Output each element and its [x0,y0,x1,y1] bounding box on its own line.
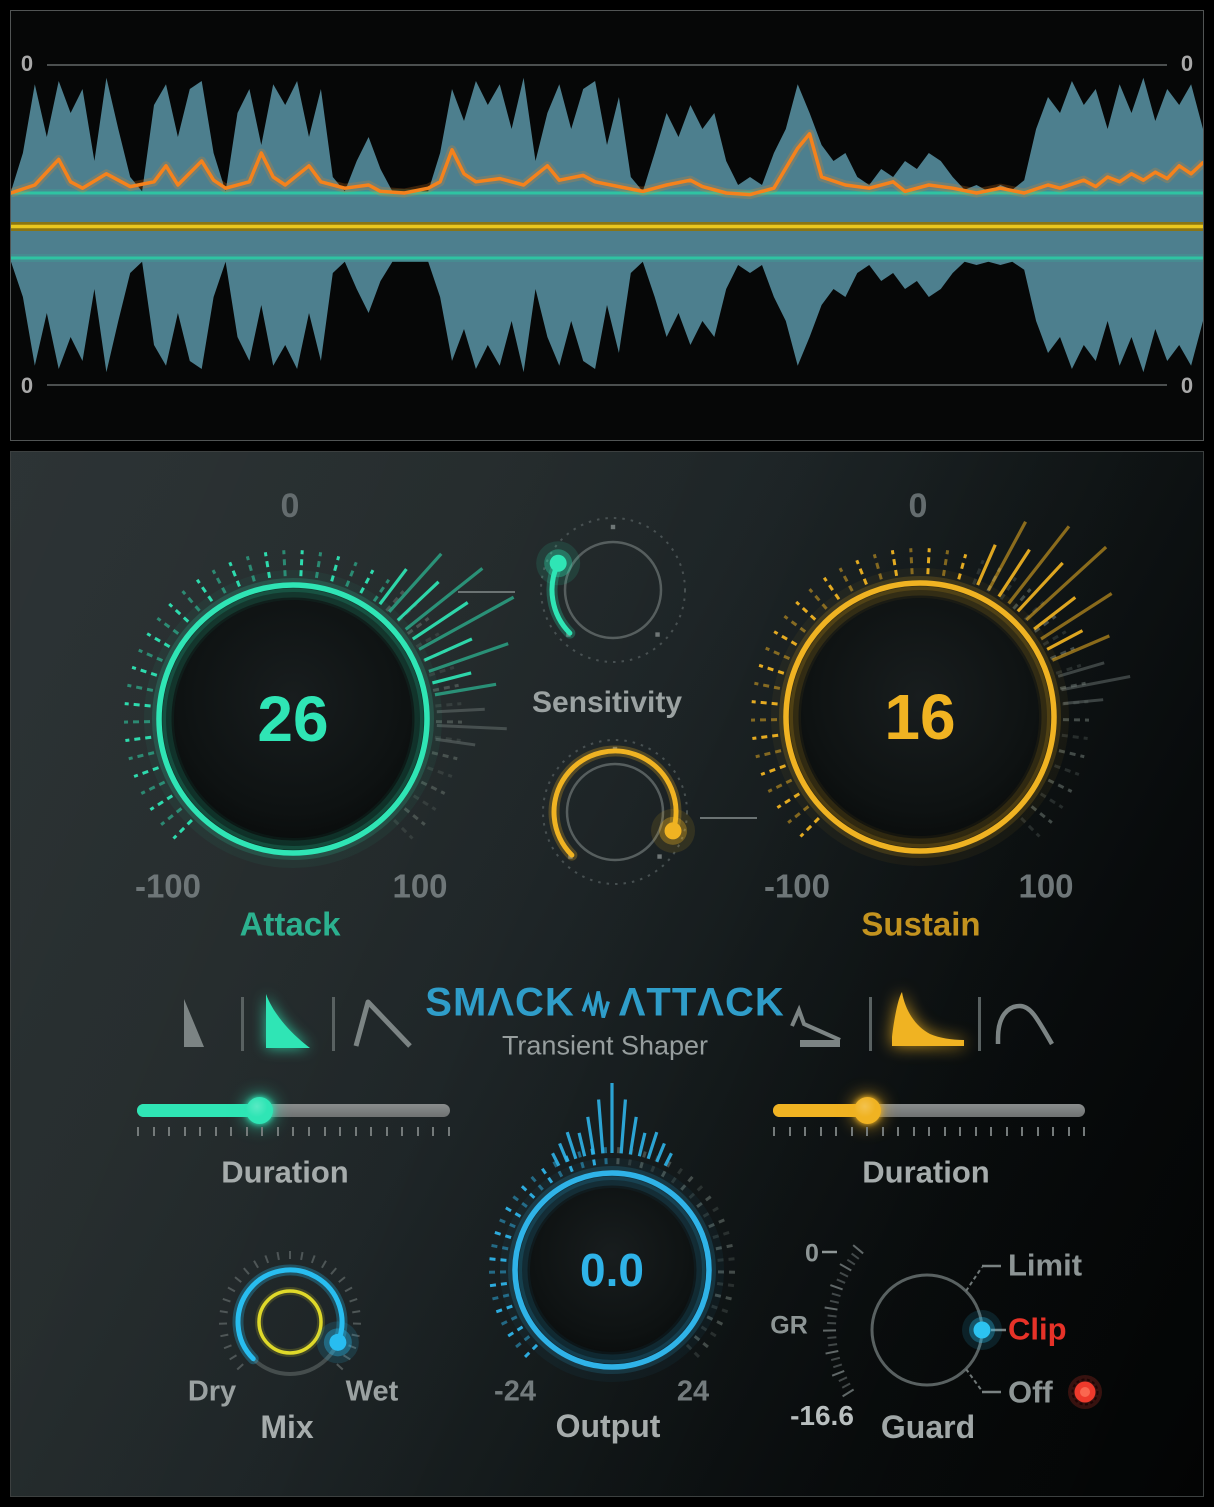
zero-label-top-left: 0 [20,51,34,76]
attack-duration-ticks [137,1127,450,1136]
gr-label: GR [770,1311,808,1340]
gr-value: -16.6 [790,1400,854,1431]
sustain-duration-ticks [773,1127,1085,1136]
logo-word-attack: ΛTTΛCK [618,980,785,1025]
sustain-knob[interactable] [680,477,1160,957]
gr-zero-label: 0 [805,1239,819,1268]
output-value: 0.0 [580,1244,644,1296]
attack-duration-fill [137,1104,260,1117]
shape-separator [241,997,244,1051]
attack-duration-slider[interactable] [137,1097,450,1124]
logo-waveform-icon [582,990,611,1018]
sustain-sensitivity-connector [700,817,757,819]
zero-label-bottom-left: 0 [20,373,34,398]
shape-separator [869,997,872,1051]
guard-option-limit[interactable]: Limit [1008,1247,1083,1283]
attack-shape-medium-icon-selected[interactable] [260,990,314,1052]
guard-option-off[interactable]: Off [1008,1374,1053,1410]
attack-shape-soft-icon[interactable] [352,996,414,1050]
attack-shape-sharp-icon[interactable] [181,997,207,1049]
output-max-label: 24 [676,1375,710,1408]
sustain-min-label: -100 [763,867,831,905]
sustain-duration-thumb[interactable] [853,1097,881,1124]
waveform-canvas [11,64,1203,386]
attack-knob[interactable] [53,479,533,959]
logo-word-smack: SMΛCK [425,980,575,1025]
sustain-label: Sustain [861,905,981,943]
sustain-shape-exponential-icon-selected[interactable] [884,988,972,1050]
attack-value: 26 [257,683,329,755]
guard-knob[interactable] [775,1235,1214,1505]
sustain-duration-slider[interactable] [773,1097,1085,1124]
attack-duration-label: Duration [221,1154,349,1190]
output-min-label: -24 [494,1375,536,1408]
shape-separator [332,997,335,1051]
mix-label: Mix [260,1409,314,1445]
output-label: Output [555,1408,661,1444]
attack-zero-tick-label: 0 [280,487,300,525]
mix-dry-label: Dry [187,1375,237,1408]
guard-option-clip-selected[interactable]: Clip [1008,1311,1067,1347]
zero-label-top-right: 0 [1180,51,1194,76]
mix-knob[interactable] [195,1227,385,1417]
sustain-zero-tick-label: 0 [908,487,928,525]
sustain-sensitivity-knob[interactable] [530,727,700,897]
sustain-shape-curved-icon[interactable] [994,998,1058,1048]
sustain-duration-fill [773,1104,867,1117]
waveform-display [10,10,1204,441]
sustain-value: 16 [884,681,956,753]
plugin-subtitle: Transient Shaper [501,1030,709,1061]
guard-label: Guard [880,1409,976,1445]
shape-separator [978,997,981,1051]
sustain-duration-label: Duration [862,1154,990,1190]
attack-sensitivity-knob[interactable] [528,505,698,675]
attack-sensitivity-connector [458,591,515,593]
attack-max-label: 100 [392,867,448,905]
plugin-logo: SMΛCK ΛTTΛCK [425,981,784,1026]
sustain-max-label: 100 [1018,867,1074,905]
zero-label-bottom-right: 0 [1180,373,1194,398]
mix-wet-label: Wet [345,1375,399,1408]
attack-label: Attack [239,905,341,943]
sensitivity-label: Sensitivity [531,686,683,719]
attack-duration-thumb[interactable] [246,1097,274,1124]
output-knob[interactable] [422,1080,802,1460]
sustain-shape-linear-icon[interactable] [788,1000,856,1048]
attack-min-label: -100 [134,867,202,905]
